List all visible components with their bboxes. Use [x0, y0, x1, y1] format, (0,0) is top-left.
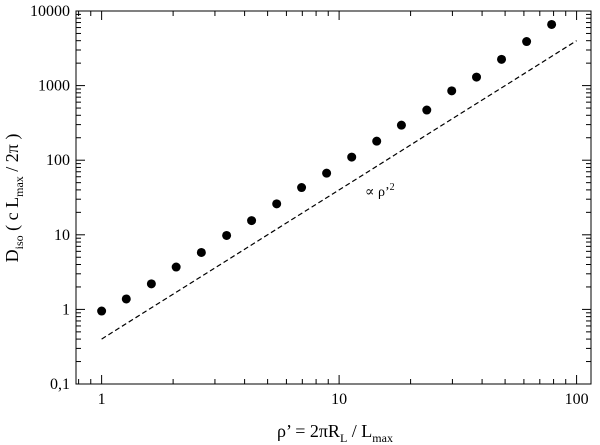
data-point — [372, 136, 382, 146]
data-point — [171, 262, 181, 272]
data-point — [222, 230, 232, 240]
x-tick-label: 1 — [98, 391, 106, 408]
axis-ticks: 1 10 100 0,1 1 10 100 1000 10000 — [30, 3, 591, 408]
data-point — [497, 54, 507, 64]
data-point — [297, 183, 307, 193]
data-point — [247, 216, 257, 226]
data-points — [97, 19, 557, 316]
reference-line-label: ∝ ρ’2 — [365, 182, 395, 200]
x-axis-label: ρ’ = 2πRL / Lmax — [277, 421, 393, 445]
y-tick-label: 100 — [46, 152, 70, 169]
data-point — [472, 72, 482, 82]
data-point — [547, 19, 557, 29]
y-tick-label: 0,1 — [50, 376, 70, 393]
data-point — [196, 247, 206, 257]
data-point — [447, 86, 457, 96]
x-tick-label: 10 — [331, 391, 347, 408]
y-tick-label: 1000 — [38, 78, 70, 95]
y-tick-label: 1 — [62, 301, 70, 318]
data-point — [146, 279, 156, 289]
y-tick-label: 10000 — [30, 3, 70, 20]
x-tick-label: 100 — [565, 391, 589, 408]
data-point — [396, 120, 406, 130]
reference-line — [101, 40, 577, 340]
data-point — [97, 306, 107, 316]
data-point — [121, 294, 131, 304]
y-tick-label: 10 — [54, 227, 70, 244]
reference-line-group — [101, 40, 577, 340]
plot-frame — [75, 10, 592, 385]
data-point — [422, 105, 432, 115]
data-point — [272, 199, 282, 209]
data-point — [522, 37, 532, 47]
data-point — [347, 152, 357, 162]
y-axis-label: Diso ( c Lmax / 2π ) — [2, 134, 26, 263]
data-point — [322, 168, 332, 178]
